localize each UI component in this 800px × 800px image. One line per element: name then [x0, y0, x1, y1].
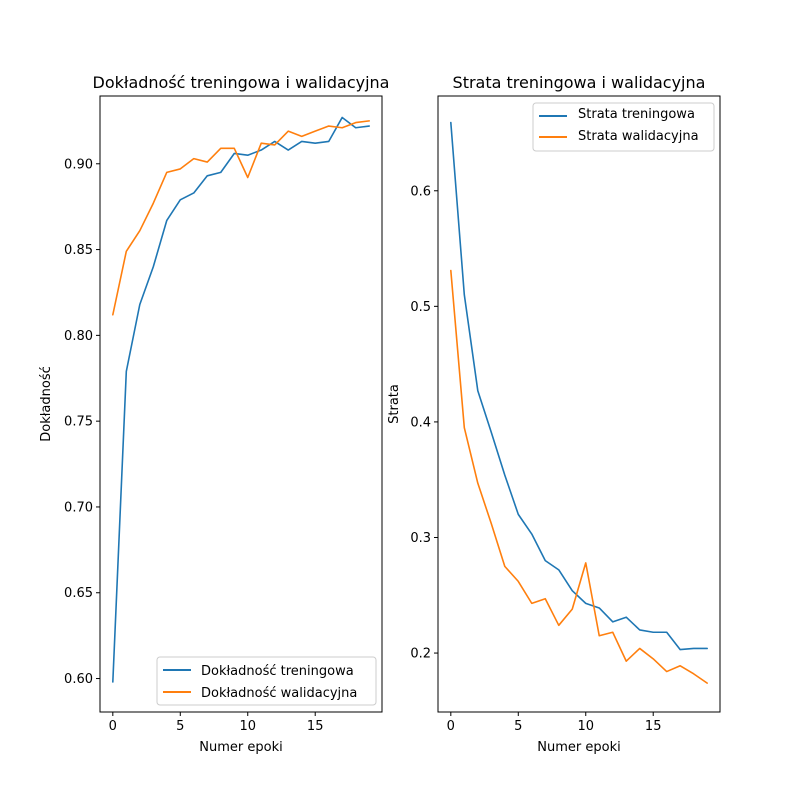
accuracy-y-axis-label: Dokładność — [39, 366, 54, 442]
accuracy-x-axis-label: Numer epoki — [199, 740, 282, 755]
accuracy-series-validation — [112, 120, 370, 316]
accuracy-x-tick-label: 5 — [176, 719, 184, 734]
loss-y-tick-label: 0.3 — [410, 531, 431, 546]
accuracy-x-tick-label: 15 — [307, 719, 324, 734]
accuracy-y-tick-label: 0.85 — [64, 243, 93, 258]
loss-chart-title: Strata treningowa i walidacyjna — [453, 73, 706, 92]
loss-series-validation — [450, 269, 708, 684]
accuracy-legend-label-validation: Dokładność walidacyjna — [201, 686, 357, 701]
loss-x-tick-label: 10 — [577, 719, 594, 734]
loss-plot-area: 0 5 10 15 0.2 0.3 0.4 0.5 0.6 — [410, 121, 708, 734]
accuracy-legend-box — [156, 656, 377, 706]
loss-y-tick-label: 0.5 — [410, 300, 431, 315]
loss-y-tick-label: 0.6 — [410, 184, 431, 199]
accuracy-chart-title: Dokładność treningowa i walidacyjna — [93, 73, 390, 92]
loss-x-tick-label: 15 — [645, 719, 662, 734]
accuracy-plot-area: 0 5 10 15 0.60 0.65 0.70 0.75 0.80 0.85 0.90 — [64, 116, 370, 734]
loss-y-axis-label: Strata — [387, 384, 402, 424]
loss-x-tick-label: 5 — [514, 719, 522, 734]
accuracy-x-tick-label: 0 — [109, 719, 117, 734]
loss-legend-label-validation: Strata walidacyjna — [578, 129, 699, 144]
loss-legend-label-training: Strata treningowa — [578, 107, 695, 122]
loss-legend-box — [532, 102, 715, 152]
accuracy-y-tick-label: 0.65 — [64, 586, 93, 601]
accuracy-y-tick-label: 0.80 — [64, 329, 93, 344]
accuracy-y-tick-label: 0.60 — [64, 672, 93, 687]
loss-x-tick-label: 0 — [447, 719, 455, 734]
loss-series-training — [450, 121, 708, 651]
accuracy-chart: Dokładność treningowa i walidacyjna 0 5 10… — [39, 73, 389, 755]
accuracy-axes-frame — [99, 95, 383, 713]
accuracy-series-training — [112, 116, 370, 683]
loss-axes-frame — [437, 95, 721, 713]
accuracy-y-tick-label: 0.70 — [64, 500, 93, 515]
loss-legend: Strata treningowa Strata walidacyjna — [532, 102, 715, 152]
accuracy-y-tick-label: 0.75 — [64, 415, 93, 430]
loss-x-axis-label: Numer epoki — [537, 740, 620, 755]
accuracy-x-tick-label: 10 — [239, 719, 256, 734]
loss-chart: Strata treningowa i walidacyjna 0 5 10 15 0.… — [387, 73, 721, 755]
accuracy-y-tick-label: 0.90 — [64, 157, 93, 172]
accuracy-legend: Dokładność treningowa Dokładność walidac… — [156, 656, 377, 706]
accuracy-legend-label-training: Dokładność treningowa — [201, 664, 354, 679]
loss-y-tick-label: 0.2 — [410, 647, 431, 662]
loss-y-tick-label: 0.4 — [410, 415, 431, 430]
